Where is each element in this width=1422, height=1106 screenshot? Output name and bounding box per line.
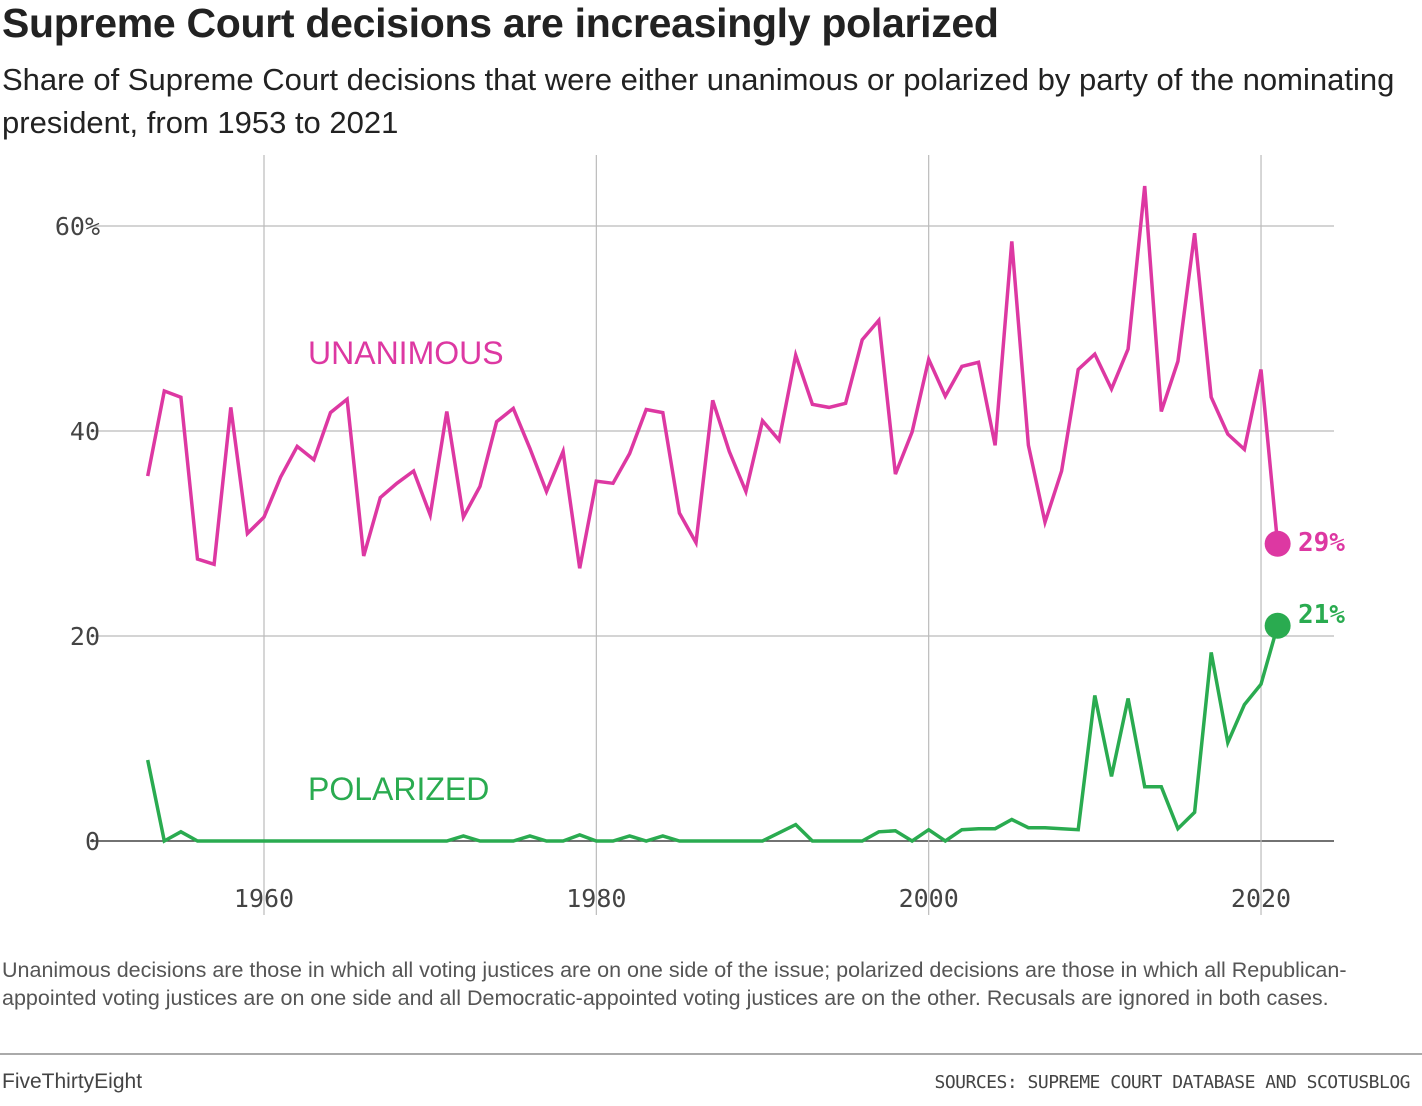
gridlines [90, 155, 1334, 915]
y-tick-label: 0 [85, 827, 100, 856]
series-label-polarized: POLARIZED [308, 771, 489, 807]
x-tick-label: 1980 [566, 884, 626, 913]
source-credit: SOURCES: SUPREME COURT DATABASE AND SCOT… [934, 1072, 1411, 1093]
x-tick-label: 2020 [1231, 884, 1291, 913]
series-line-unanimous [145, 185, 1280, 569]
axis-ticks: 0 20 40 60% 1960 1980 2000 2020 [55, 212, 1291, 913]
x-tick-label: 2000 [899, 884, 959, 913]
y-tick-label: 20 [70, 622, 100, 651]
end-label-unanimous: 29% [1298, 528, 1345, 558]
y-tick-label: 60% [55, 212, 100, 241]
y-tick-label: 40 [70, 417, 100, 446]
brand-logo-text: FiveThirtyEight [2, 1070, 143, 1093]
chart-title: Supreme Court decisions are increasingly… [2, 0, 999, 46]
footnote: Unanimous decisions are those in which a… [2, 958, 1347, 1010]
series-line-polarized [145, 625, 1280, 844]
end-label-polarized: 21% [1298, 600, 1345, 630]
x-tick-label: 1960 [234, 884, 294, 913]
chart-subtitle: Share of Supreme Court decisions that we… [2, 62, 1395, 140]
end-point-unanimous [1264, 530, 1291, 557]
footer-divider [0, 1053, 1422, 1055]
end-point-polarized [1264, 612, 1291, 639]
series-lines [145, 185, 1291, 844]
series-label-unanimous: UNANIMOUS [308, 335, 504, 371]
